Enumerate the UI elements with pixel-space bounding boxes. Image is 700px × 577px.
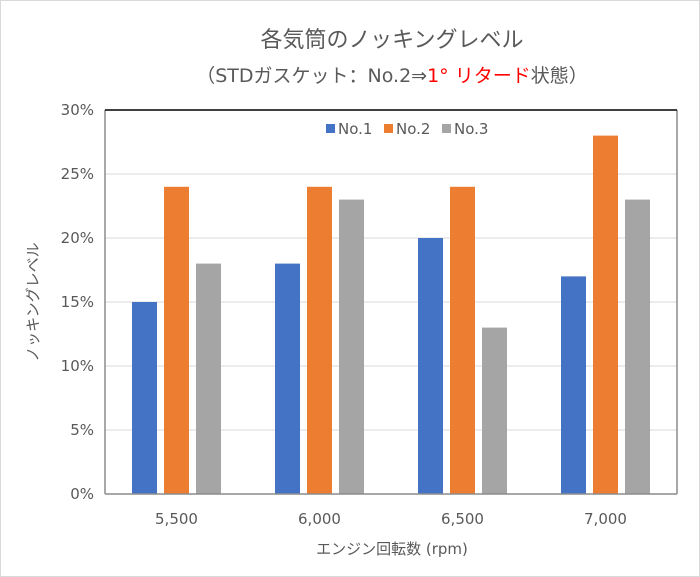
bar-no2-7000 [593,135,618,494]
legend-label-no1: No.1 [338,120,372,138]
chart-title: 各気筒のノッキングレベル [261,28,524,53]
y-axis-title: ノッキングレベル [24,242,42,361]
bar-no3-5500 [196,263,221,494]
bar-no1-6000 [275,263,300,494]
bar-no3-6500 [482,327,507,494]
y-tick-label: 5% [70,421,94,439]
x-tick-labels: 5,500 6,000 6,500 7,000 [155,510,627,528]
subtitle-prefix: （STDガスケット：No.2⇒ [196,65,427,87]
x-tick-label: 6,500 [441,510,484,528]
legend-swatch-no3 [442,124,451,133]
subtitle-highlight: 1° リタード [427,65,531,87]
bar-no2-6000 [307,186,332,495]
legend: No.1 No.2 No.3 [326,120,488,138]
y-tick-label: 25% [61,165,94,183]
bars [132,135,650,495]
bar-no2-5500 [164,186,189,495]
y-tick-label: 0% [70,485,94,503]
y-tick-label: 10% [61,357,94,375]
x-axis-title: エンジン回転数 (rpm) [316,540,468,558]
bar-no3-6000 [339,199,364,494]
legend-label-no3: No.3 [454,120,488,138]
plot-area-frame [104,109,678,495]
subtitle-suffix: 状態） [531,65,588,87]
gridlines [105,173,677,431]
bar-no1-6500 [418,238,443,494]
chart-subtitle: （STDガスケット：No.2⇒1° リタード状態） [196,65,588,87]
y-tick-label: 20% [61,229,94,247]
legend-label-no2: No.2 [396,120,430,138]
bar-no1-5500 [132,302,157,494]
x-tick-label: 7,000 [584,510,627,528]
bar-no3-7000 [625,199,650,494]
y-tick-label: 30% [61,101,94,119]
y-tick-labels: 0% 5% 10% 15% 20% 25% 30% [61,101,94,503]
y-tick-label: 15% [61,293,94,311]
x-tick-label: 6,000 [298,510,341,528]
x-tick-label: 5,500 [155,510,198,528]
bar-no2-6500 [450,186,475,495]
legend-swatch-no2 [384,124,393,133]
legend-swatch-no1 [326,124,335,133]
bar-no1-7000 [561,276,586,494]
